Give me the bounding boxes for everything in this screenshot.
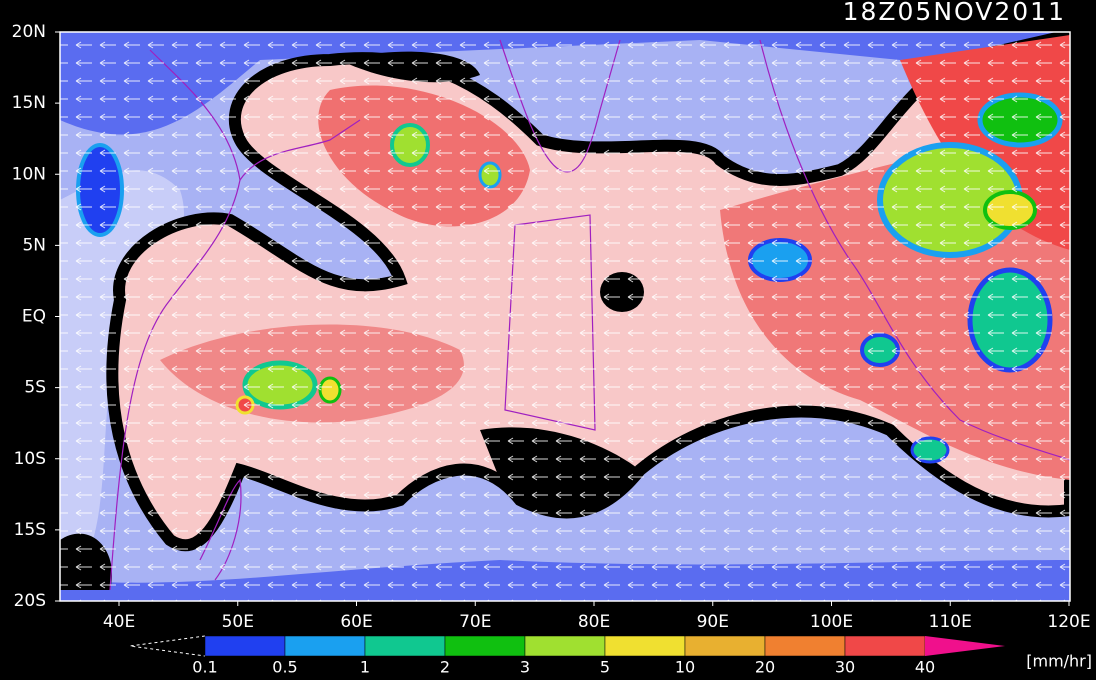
colorbar-segment — [204, 635, 286, 657]
colorbar-label: 5 — [600, 658, 610, 677]
colorbar-segment — [364, 635, 446, 657]
map-title: 18Z05NOV2011 — [843, 0, 1066, 26]
axis-labels: 20N 15N 10N 5N EQ 5S 10S 15S 20S 40E 50E 60E 70E 80E 9… — [12, 22, 1091, 632]
colorbar-label: 0.1 — [192, 658, 217, 677]
colorbar-under — [129, 635, 206, 657]
lon-label: 50E — [222, 612, 254, 632]
lon-label: 100E — [810, 612, 853, 632]
colorbar-label: 1 — [360, 658, 370, 677]
colorbar-unit: [mm/hr] — [1026, 652, 1092, 671]
colorbar-over — [925, 636, 1005, 656]
colorbar-segment — [444, 635, 526, 657]
lon-label: 40E — [103, 612, 135, 632]
colorbar-label: 40 — [915, 658, 935, 677]
lon-label: 110E — [929, 612, 972, 632]
lon-label: 90E — [697, 612, 729, 632]
lat-label: 5N — [22, 235, 46, 255]
colorbar-label: 30 — [835, 658, 855, 677]
colorbar-label: 3 — [520, 658, 530, 677]
lon-label: 120E — [1047, 612, 1090, 632]
colorbar-segment — [844, 635, 926, 657]
colorbar-segment — [284, 635, 366, 657]
lat-label: 20N — [12, 22, 46, 42]
colorbar-label: 2 — [440, 658, 450, 677]
lat-label: EQ — [22, 307, 46, 327]
colorbar-segment — [524, 635, 606, 657]
lat-label: 15N — [12, 93, 46, 113]
colorbar-segment — [604, 635, 686, 657]
colorbar-segment — [764, 635, 846, 657]
lat-label: 15S — [14, 520, 46, 540]
colorbar-segment — [684, 635, 766, 657]
lat-label: 20S — [14, 591, 46, 611]
lon-label: 70E — [459, 612, 491, 632]
map-field — [60, 32, 1070, 601]
lat-label: 5S — [24, 378, 46, 398]
lon-label: 60E — [340, 612, 372, 632]
lat-label: 10N — [12, 164, 46, 184]
wind-vectors — [60, 32, 1070, 601]
colorbar-label: 0.5 — [272, 658, 297, 677]
colorbar-label: 20 — [755, 658, 775, 677]
colorbar: 0.1 0.5 1 2 3 5 10 20 30 40 [mm/hr] — [129, 635, 1092, 677]
lon-label: 80E — [578, 612, 610, 632]
lat-label: 10S — [14, 449, 46, 469]
colorbar-label: 10 — [675, 658, 695, 677]
